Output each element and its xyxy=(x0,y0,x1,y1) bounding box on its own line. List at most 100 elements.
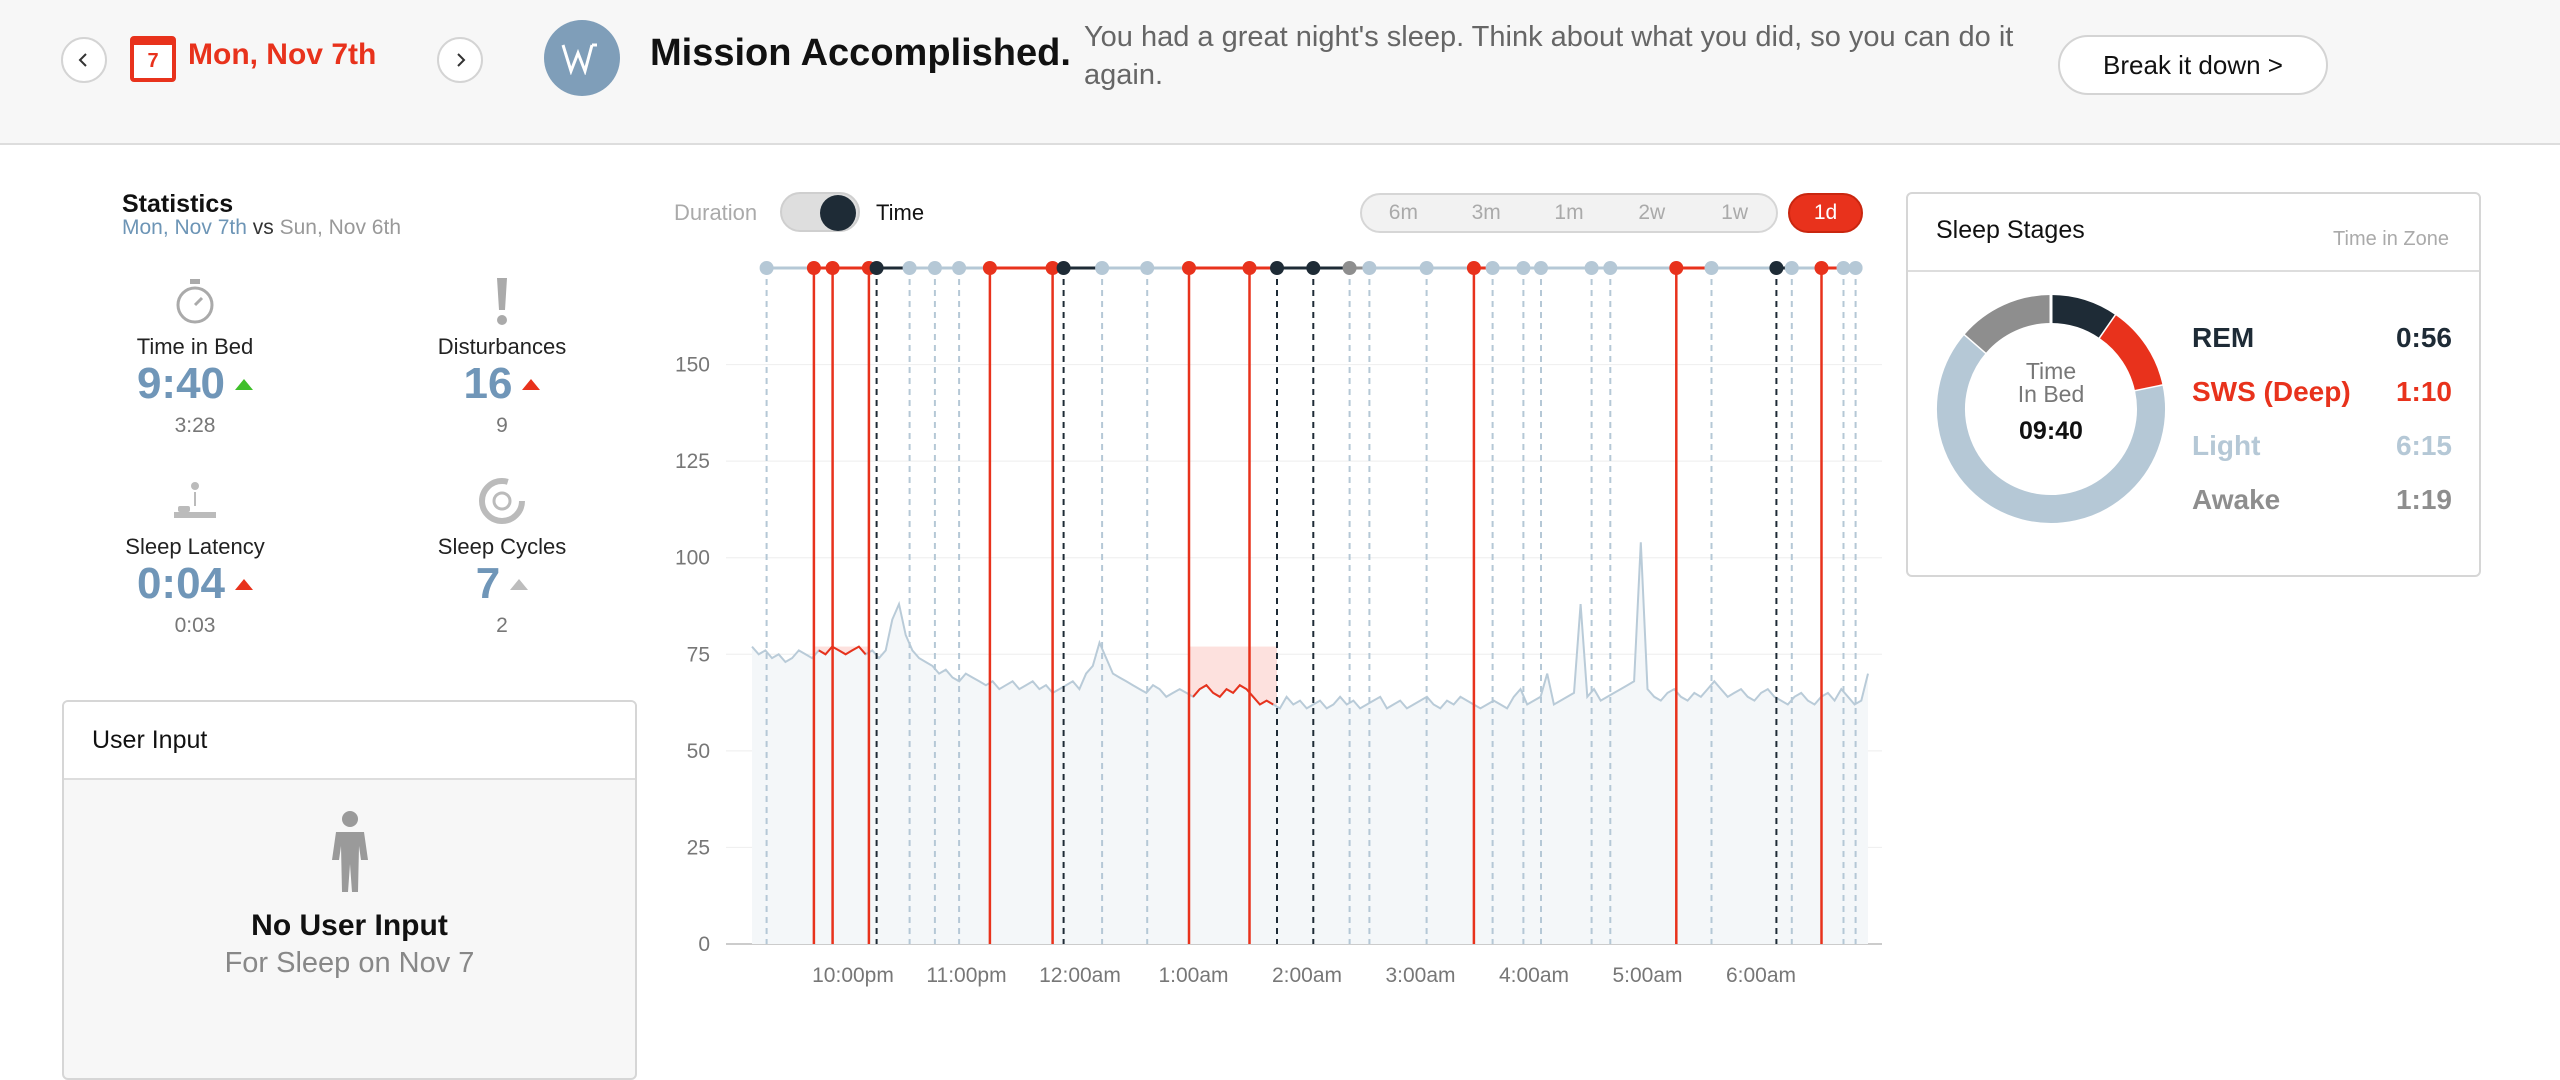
sleep-stages-panel: Sleep Stages Time in Zone Time In Bed 09:4… xyxy=(1906,192,2481,577)
x-tick-label: 1:00am xyxy=(1158,964,1228,987)
time-label[interactable]: Time xyxy=(876,200,925,225)
y-tick-label: 75 xyxy=(687,643,710,666)
stage-marker xyxy=(1603,261,1618,275)
stage-value: 1:10 xyxy=(2395,376,2452,407)
stat-label: Time in Bed xyxy=(136,334,254,359)
range-2w[interactable]: 2w xyxy=(1638,201,1666,224)
y-tick-label: 100 xyxy=(675,547,710,570)
x-tick-label: 12:00am xyxy=(1039,964,1121,987)
heart-rate-line xyxy=(751,542,1869,710)
stage-marker xyxy=(806,261,821,275)
stage-marker xyxy=(1814,261,1829,275)
sleep-message: You had a great night's sleep. Think abo… xyxy=(1084,21,2014,91)
stage-marker xyxy=(1419,261,1434,275)
trend-up-icon xyxy=(235,378,254,390)
y-tick-label: 25 xyxy=(687,836,710,859)
donut-slice xyxy=(2099,315,2163,392)
stage-marker xyxy=(825,261,840,275)
stat-value: 16 xyxy=(463,359,513,408)
stage-marker xyxy=(1342,261,1357,275)
stage-value: 0:56 xyxy=(2395,322,2452,353)
cycle-icon xyxy=(377,470,627,526)
stage-marker xyxy=(1836,261,1851,275)
heart-rate-deep-line xyxy=(818,645,867,656)
toggle-knob[interactable] xyxy=(820,195,856,231)
next-day-button[interactable] xyxy=(437,37,483,83)
bed-icon xyxy=(70,470,320,526)
donut-center-label: In Bed xyxy=(2018,381,2085,407)
stage-marker xyxy=(1534,261,1548,275)
date-label[interactable]: Mon, Nov 7th xyxy=(188,38,377,71)
time-in-zone-label: Time in Zone xyxy=(2333,228,2449,250)
calendar-day: 7 xyxy=(147,50,159,72)
donut-separator xyxy=(2098,313,2118,341)
user-input-panel: User Input No User Input For Sleep on No… xyxy=(62,700,637,1080)
stat-value: 0:04 xyxy=(136,559,226,608)
stage-marker xyxy=(869,261,884,275)
range-6m[interactable]: 6m xyxy=(1388,201,1418,224)
donut-slice xyxy=(1937,334,2165,523)
statistics-comparison: Mon, Nov 7th vs Sun, Nov 6th xyxy=(122,216,401,240)
range-1w[interactable]: 1w xyxy=(1721,201,1749,224)
sleep-stages-title: Sleep Stages xyxy=(1936,216,2085,244)
stat-previous: 3:28 xyxy=(174,414,216,437)
calendar-icon[interactable]: 7 xyxy=(130,36,176,82)
donut-center-label: Time xyxy=(2026,358,2076,384)
stat-previous: 9 xyxy=(496,414,508,437)
stat-label: Disturbances xyxy=(437,334,567,359)
stage-marker xyxy=(1669,261,1684,275)
stage-marker xyxy=(1045,261,1060,275)
range-1m[interactable]: 1m xyxy=(1554,201,1584,224)
duration-label[interactable]: Duration xyxy=(674,200,758,225)
stage-row-rem: REM 0:56 xyxy=(2192,322,2452,354)
exclamation-icon xyxy=(377,270,627,326)
stage-marker xyxy=(1584,261,1599,275)
no-user-input-subtitle: For Sleep on Nov 7 xyxy=(224,947,475,979)
top-bar: 7 Mon, Nov 7th Mission Accomplished. You… xyxy=(0,0,2560,145)
break-it-down-button[interactable]: Break it down > xyxy=(2058,35,2328,95)
stat-value: 7 xyxy=(475,559,501,608)
y-tick-label: 0 xyxy=(698,933,710,956)
previous-date: Sun, Nov 6th xyxy=(279,216,401,239)
stage-row-awake: Awake 1:19 xyxy=(2192,484,2452,516)
stage-marker xyxy=(1140,261,1155,275)
stage-name: Awake xyxy=(2192,484,2281,515)
trend-up-icon xyxy=(522,378,541,390)
x-tick-label: 11:00pm xyxy=(926,964,1006,987)
range-3m[interactable]: 3m xyxy=(1471,201,1501,224)
x-tick-label: 10:00pm xyxy=(812,964,894,987)
stage-marker xyxy=(1769,261,1784,275)
stage-row-light: Light 6:15 xyxy=(2192,430,2452,462)
stat-label: Sleep Latency xyxy=(125,534,265,559)
stage-marker xyxy=(759,261,774,275)
stage-row-sws: SWS (Deep) 1:10 xyxy=(2192,376,2452,408)
stage-marker xyxy=(1784,261,1799,275)
vs-label: vs xyxy=(252,216,274,239)
heart-rate-chart: 0 25 50 75 100 125 150 10:00pm 11:00pm 12:00am 1:0… xyxy=(675,261,1882,987)
statistics-title: Statistics xyxy=(122,190,234,218)
heart-rate-area xyxy=(752,542,1868,944)
previous-day-button[interactable] xyxy=(61,37,107,83)
whoop-logo-icon xyxy=(544,20,620,96)
stage-name: SWS (Deep) xyxy=(2192,376,2351,407)
stat-sleep-cycles: Sleep Cycles 7 2 xyxy=(377,470,627,638)
heart-rate-deep-line xyxy=(1192,683,1274,706)
stage-marker xyxy=(902,261,917,275)
mission-title: Mission Accomplished. xyxy=(650,32,1071,74)
stage-value: 1:19 xyxy=(2395,484,2452,515)
stat-label: Sleep Cycles xyxy=(437,534,567,559)
range-1d-button[interactable]: 1d xyxy=(1788,193,1863,233)
person-icon xyxy=(331,811,368,892)
stat-previous: 2 xyxy=(496,614,508,637)
stage-marker xyxy=(1466,261,1481,275)
duration-time-toggle[interactable] xyxy=(780,192,860,232)
donut-center-value: 09:40 xyxy=(2019,417,2083,445)
stat-sleep-latency: Sleep Latency 0:04 0:03 xyxy=(70,470,320,638)
stage-value: 6:15 xyxy=(2395,430,2452,461)
stage-marker xyxy=(1095,261,1110,275)
stage-marker xyxy=(1848,261,1863,275)
stopwatch-icon xyxy=(70,270,320,326)
x-tick-label: 2:00am xyxy=(1272,964,1342,987)
y-tick-label: 50 xyxy=(687,740,710,763)
